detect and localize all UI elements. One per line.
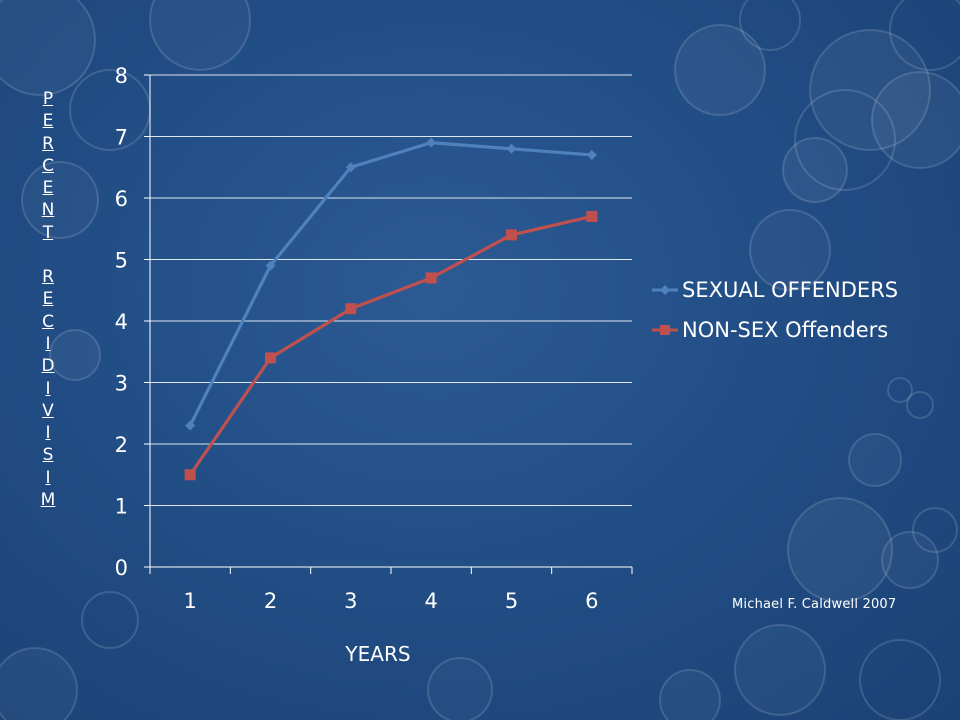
y-axis-label-word2-letter: I [45,423,51,444]
y-axis-label-word2-letter: M [40,490,56,511]
x-tick-label: 1 [183,589,196,613]
y-axis-label-word2-letter: C [42,311,54,332]
legend: SEXUAL OFFENDERS NON-SEX Offenders [652,276,952,356]
y-axis-label-word1-letter: T [42,222,54,243]
data-point-diamond [586,149,597,160]
legend-item-sexual-offenders: SEXUAL OFFENDERS [652,276,952,304]
x-tick-label: 3 [344,589,357,613]
y-axis-label-word2-letter: I [45,378,51,399]
tick-labels: 0 1 2 3 4 5 6 7 8 1 2 3 4 5 6 YEARS [115,64,599,666]
y-axis-label-word2-letter: D [41,356,55,377]
legend-item-non-sex-offenders: NON-SEX Offenders [652,316,952,344]
y-tick-label: 4 [115,310,128,334]
y-axis-label-word2-letter: I [45,467,51,488]
data-point-diamond [426,137,437,148]
y-tick-label: 0 [115,556,128,580]
data-point-square [345,303,357,315]
legend-swatch-square [652,325,678,335]
credit-text: Michael F. Caldwell 2007 [732,597,897,612]
y-tick-label: 7 [115,126,128,150]
y-axis-label-word1-letter: C [42,155,54,176]
legend-swatch-diamond [652,285,678,295]
data-point-diamond [185,420,196,431]
y-tick-label: 5 [115,249,128,273]
x-tick-label: 2 [264,589,277,613]
series-line-non-sex-offenders [188,214,593,476]
y-axis-label-word1-letter: E [42,111,54,132]
y-tick-label: 6 [115,187,128,211]
y-tick-label: 3 [115,372,128,396]
data-point-square [184,469,196,481]
data-point-diamond [265,260,276,271]
data-point-diamond [506,143,517,154]
y-axis-label-word2-letter: I [45,333,51,354]
y-tick-label: 8 [115,64,128,88]
grid-lines [150,74,632,506]
y-axis-label-word2-letter: S [42,445,54,466]
y-axis-label-word1-letter: P [42,89,54,109]
y-axis-label-word1-letter: N [41,200,55,221]
data-point-square [506,229,517,241]
y-axis-label-word2-letter: V [42,400,54,421]
x-tick-label: 4 [424,589,437,613]
series-line-sexual-offenders [188,141,592,427]
legend-label-non-sex-offenders: NON-SEX Offenders [682,318,889,342]
data-point-square [586,210,598,222]
data-point-square [425,272,437,284]
x-axis-title: YEARS [344,642,410,666]
x-tick-label: 5 [505,589,518,613]
legend-label-sexual-offenders: SEXUAL OFFENDERS [682,278,899,302]
data-point-square [265,352,276,364]
y-axis-label-word1-letter: E [42,178,54,199]
y-axis-label-word2-letter: E [42,289,54,310]
x-tick-label: 6 [585,589,598,613]
series-lines [184,137,598,481]
y-axis-label-word1-letter: R [42,133,54,154]
axes [144,74,633,574]
y-tick-label: 1 [115,495,128,519]
y-axis-label-word2-letter: R [42,267,54,288]
y-tick-label: 2 [115,433,128,457]
data-point-diamond [345,162,356,173]
